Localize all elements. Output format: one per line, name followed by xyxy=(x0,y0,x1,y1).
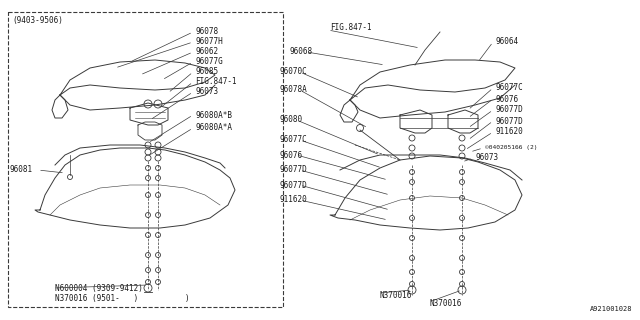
Text: 96073: 96073 xyxy=(195,87,218,97)
Text: 96080: 96080 xyxy=(280,116,303,124)
Text: 96078: 96078 xyxy=(195,28,218,36)
Text: 96068: 96068 xyxy=(290,47,313,57)
Text: 96070C: 96070C xyxy=(280,68,308,76)
Text: 96077H: 96077H xyxy=(195,37,223,46)
Text: FIG.847-1: FIG.847-1 xyxy=(330,23,372,33)
Text: N370016: N370016 xyxy=(380,291,412,300)
Text: (9403-9506): (9403-9506) xyxy=(12,15,63,25)
Text: 911620: 911620 xyxy=(495,127,523,137)
Text: ©040205166 (2): ©040205166 (2) xyxy=(485,146,538,150)
Text: 96076: 96076 xyxy=(495,94,518,103)
Text: A921001028: A921001028 xyxy=(589,306,632,312)
Text: N370016 (9501-   ): N370016 (9501- ) xyxy=(55,293,138,302)
Text: 96073: 96073 xyxy=(475,154,498,163)
Text: 96064: 96064 xyxy=(495,37,518,46)
Text: 96077C: 96077C xyxy=(495,84,523,92)
Text: N370016: N370016 xyxy=(430,300,462,308)
Text: 96080A*B: 96080A*B xyxy=(195,110,232,119)
Text: N600004 (9309-9412): N600004 (9309-9412) xyxy=(55,284,143,292)
Text: 96077G: 96077G xyxy=(195,58,223,67)
Text: 96085: 96085 xyxy=(195,68,218,76)
Text: 96077D: 96077D xyxy=(495,106,523,115)
Text: 96062: 96062 xyxy=(195,47,218,57)
Text: ): ) xyxy=(185,293,189,302)
Text: 96081: 96081 xyxy=(10,165,33,174)
Bar xyxy=(8,12,283,307)
Text: 96078A: 96078A xyxy=(280,85,308,94)
Text: 96077D: 96077D xyxy=(495,116,523,125)
Text: 96076: 96076 xyxy=(280,150,303,159)
Text: 96080A*A: 96080A*A xyxy=(195,124,232,132)
Text: 96077D: 96077D xyxy=(280,165,308,174)
Text: 96077D: 96077D xyxy=(280,180,308,189)
Text: 96077C: 96077C xyxy=(280,135,308,145)
Text: FIG.847-1: FIG.847-1 xyxy=(195,77,237,86)
Text: 911620: 911620 xyxy=(280,196,308,204)
